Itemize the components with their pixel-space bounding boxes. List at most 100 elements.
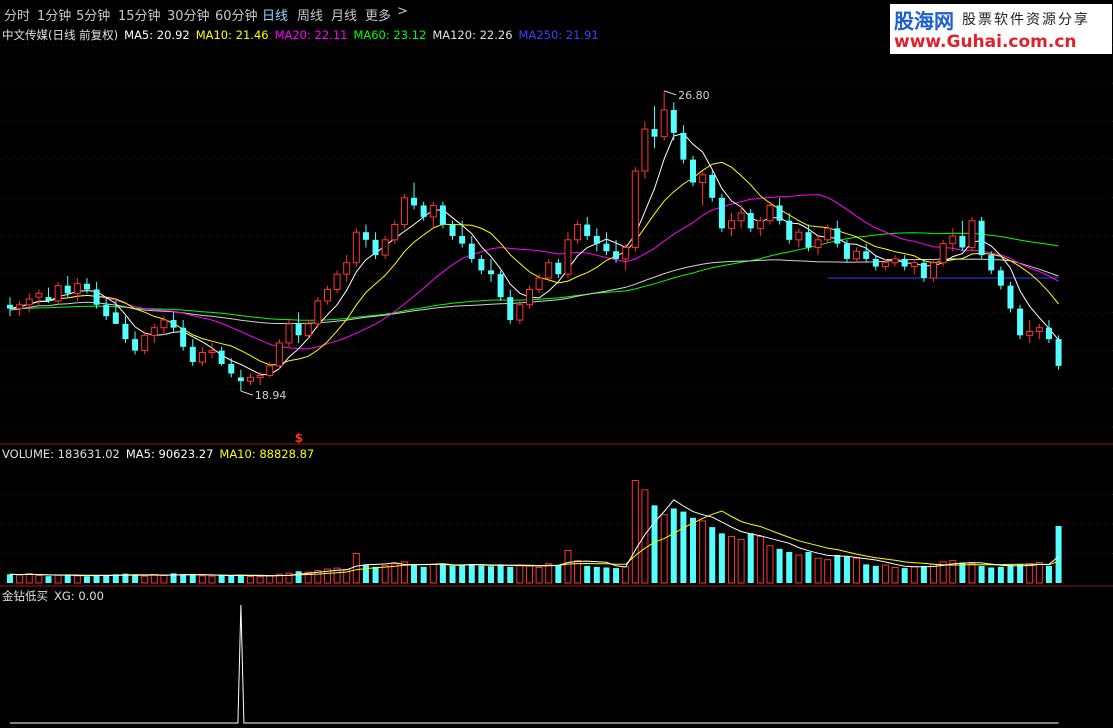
indicator-line (10, 604, 1059, 724)
candle-up (1026, 331, 1034, 336)
candle-down (459, 236, 466, 244)
candle-up (1035, 327, 1043, 332)
candle-down (362, 232, 369, 240)
volume-bar-down (718, 533, 725, 583)
signal-marker: $ (295, 431, 303, 445)
candle-down (478, 258, 485, 271)
candle-down (709, 174, 716, 198)
volume-bar-up (160, 575, 168, 584)
volume-bar-up (256, 576, 264, 584)
volume-bar-down (459, 564, 466, 583)
volume-bar-down (7, 574, 13, 583)
candle-up (756, 220, 764, 229)
candle-up (949, 235, 957, 245)
candle-down (103, 304, 110, 317)
period-tab-3[interactable]: 15分钟 (118, 9, 161, 24)
indicator-legend-item-1: XG: 0.00 (54, 589, 104, 603)
volume-bar-up (266, 575, 274, 584)
indicator-legend: 金钻低买 XG: 0.00 (2, 588, 110, 604)
volume-bar-down (584, 565, 591, 583)
candle-down (834, 228, 841, 244)
volume-bar-up (16, 574, 24, 584)
period-tab-0[interactable]: 分时 (4, 9, 31, 24)
period-tab-9[interactable]: 更多 (365, 9, 392, 24)
period-tab-5[interactable]: 60分钟 (215, 9, 258, 24)
price-legend-item-4: MA120: 22.26 (432, 28, 513, 42)
candle-down (439, 205, 446, 225)
candle-down (372, 239, 379, 256)
volume-bar-up (150, 574, 158, 584)
period-tab-8[interactable]: 月线 (331, 9, 358, 24)
volume-legend: VOLUME: 183631.02 MA5: 90623.27 MA10: 8882… (2, 447, 320, 461)
volume-bar-up (304, 571, 312, 584)
volume-bar-up (141, 575, 149, 584)
ma5-line (9, 133, 1059, 376)
period-tab-1[interactable]: 1分钟 (37, 9, 72, 24)
volume-bar-down (843, 556, 850, 583)
period-tab-6[interactable]: 日线 (262, 9, 289, 24)
chevron-right-icon[interactable]: > (397, 4, 408, 19)
period-tab-2[interactable]: 5分钟 (76, 9, 111, 24)
candle-up (256, 374, 264, 378)
candle-down (64, 285, 71, 294)
volume-bar-up (54, 574, 62, 584)
watermark-brand: 股海网 (894, 9, 954, 33)
period-tab-4[interactable]: 30分钟 (167, 9, 210, 24)
candle-up (564, 239, 572, 275)
candle-down (670, 109, 677, 133)
price-legend: 中文传媒(日线 前复权) MA5: 20.92 MA10: 21.46 MA20: 2… (2, 27, 605, 43)
candle-up (314, 300, 322, 325)
candle-down (805, 232, 812, 248)
volume-bar-down (103, 574, 110, 583)
volume-ma5-line (9, 499, 1059, 577)
volume-bar-up (949, 560, 957, 584)
candle-down (747, 213, 754, 229)
candle-up (73, 283, 81, 294)
candle-down (863, 251, 870, 259)
ma20-line (9, 194, 1059, 350)
volume-bar-down (1055, 525, 1062, 583)
candle-down (1045, 327, 1052, 340)
volume-bar-up (381, 565, 389, 584)
candle-up (429, 204, 437, 218)
volume-bar-up (275, 573, 283, 584)
candle-up (853, 250, 861, 260)
volume-bar-down (189, 574, 196, 583)
candle-up (141, 334, 149, 352)
watermark-url: www.Guhai.com.cn (894, 32, 1077, 52)
volume-bar-down (593, 566, 600, 583)
candle-up (208, 350, 216, 354)
period-tab-7[interactable]: 周线 (297, 9, 324, 24)
volume-bar-down (372, 566, 379, 583)
volume-bar-up (1026, 563, 1034, 584)
volume-bar-up (25, 573, 33, 584)
candle-up (150, 327, 158, 336)
candle-up (16, 304, 24, 310)
candle-up (352, 231, 360, 264)
candle-down (228, 363, 235, 374)
candle-up (275, 342, 283, 367)
candle-down (170, 320, 177, 328)
candle-down (776, 205, 783, 221)
candle-up (266, 365, 274, 376)
volume-bar-up (910, 566, 918, 584)
candle-down (690, 159, 697, 183)
volume-bar-up (391, 563, 399, 584)
volume-bar-down (670, 508, 677, 583)
candle-down (988, 255, 995, 271)
candle-up (814, 239, 822, 248)
candle-up (516, 304, 524, 321)
volume-bar-down (45, 576, 52, 583)
candle-up (641, 128, 649, 172)
low-pointer (240, 390, 254, 396)
price-legend-item-1: MA10: 21.46 (195, 28, 269, 42)
volume-bar-down (64, 574, 71, 583)
candle-up (545, 262, 553, 279)
volume-bar-down (468, 564, 475, 583)
volume-bar-up (728, 535, 735, 584)
volume-bar-down (709, 527, 716, 583)
volume-bar-up (631, 480, 639, 584)
candle-up (285, 323, 293, 344)
candle-down (651, 129, 658, 137)
